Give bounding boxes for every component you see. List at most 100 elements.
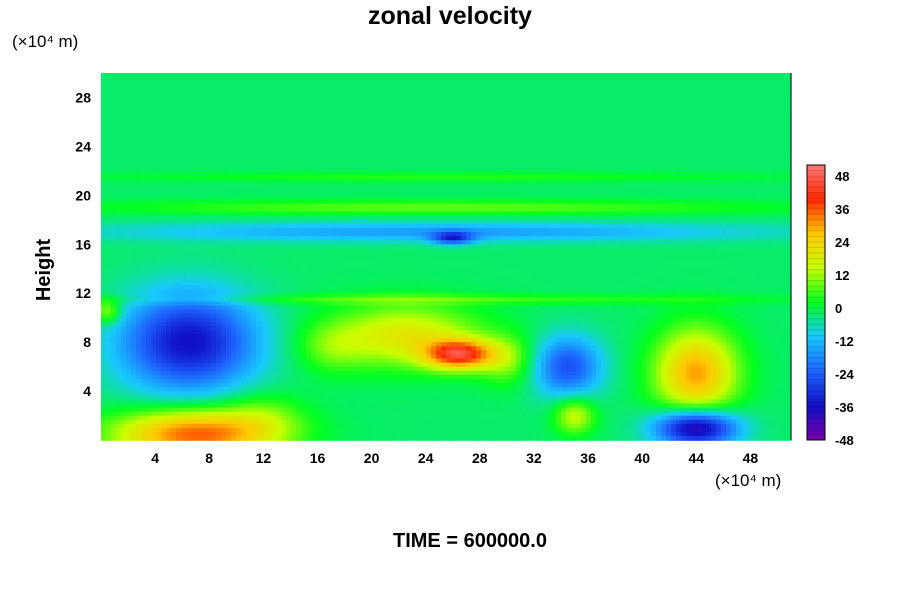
heatmap-cell (411, 154, 417, 160)
heatmap-cell (761, 179, 767, 184)
heatmap-cell (381, 138, 387, 143)
heatmap-cell (611, 126, 617, 131)
heatmap-cell (686, 211, 692, 217)
heatmap-cell (336, 73, 342, 78)
heatmap-cell (201, 101, 207, 107)
heatmap-cell (646, 105, 652, 111)
heatmap-cell (456, 105, 462, 111)
heatmap-cell (536, 166, 542, 172)
heatmap-cell (211, 211, 217, 217)
heatmap-cell (461, 187, 467, 192)
heatmap-cell (286, 150, 292, 156)
heatmap-cell (131, 113, 137, 119)
heatmap-cell (216, 207, 222, 213)
heatmap-cell (316, 85, 322, 90)
heatmap-cell (306, 211, 312, 217)
heatmap-cell (376, 130, 382, 135)
heatmap-cell (481, 73, 487, 78)
heatmap-cell (426, 175, 432, 180)
heatmap-cell (251, 93, 257, 99)
heatmap-cell (261, 97, 267, 103)
heatmap-cell (646, 170, 652, 176)
heatmap-cell (161, 162, 167, 168)
heatmap-cell (561, 146, 567, 152)
heatmap-cell (111, 134, 117, 139)
heatmap-cell (201, 166, 207, 172)
heatmap-cell (531, 203, 537, 209)
heatmap-cell (376, 207, 382, 213)
heatmap-cell (126, 203, 132, 209)
heatmap-cell (706, 162, 712, 168)
heatmap-cell (376, 73, 382, 78)
heatmap-cell (171, 166, 177, 172)
heatmap-cell (401, 207, 407, 213)
heatmap-cell (611, 134, 617, 139)
heatmap-cell (536, 113, 542, 119)
heatmap-cell (501, 191, 507, 196)
heatmap-cell (336, 130, 342, 135)
heatmap-cell (341, 142, 347, 148)
heatmap-cell (691, 150, 697, 156)
heatmap-cell (631, 117, 637, 123)
heatmap-cell (606, 105, 612, 111)
heatmap-cell (351, 154, 357, 160)
heatmap-cell (696, 117, 702, 123)
heatmap-cell (121, 101, 127, 107)
heatmap-cell (636, 138, 642, 143)
heatmap-cell (471, 81, 477, 86)
heatmap-cell (401, 101, 407, 107)
heatmap-cell (601, 187, 607, 192)
heatmap-cell (701, 211, 707, 217)
heatmap-cell (596, 130, 602, 135)
heatmap-cell (741, 146, 747, 152)
heatmap-cell (116, 162, 122, 168)
heatmap-cell (291, 150, 297, 156)
heatmap-cell (166, 93, 172, 99)
heatmap-cell (331, 211, 337, 217)
heatmap-cell (476, 146, 482, 152)
heatmap-cell (196, 126, 202, 131)
heatmap-cell (571, 77, 577, 82)
heatmap-cell (526, 93, 532, 99)
heatmap-cell (281, 183, 287, 188)
heatmap-cell (321, 101, 327, 107)
heatmap-cell (281, 121, 287, 127)
heatmap-cell (286, 146, 292, 152)
heatmap-cell (421, 117, 427, 123)
heatmap-cell (566, 73, 572, 78)
heatmap-cell (646, 146, 652, 152)
heatmap-cell (481, 162, 487, 168)
heatmap-cell (591, 105, 597, 111)
heatmap-cell (531, 93, 537, 99)
heatmap-cell (436, 215, 442, 221)
heatmap-cell (271, 138, 277, 143)
heatmap-cell (311, 81, 317, 86)
heatmap-cell (166, 138, 172, 143)
heatmap-cell (456, 211, 462, 217)
heatmap-cell (541, 191, 547, 196)
heatmap-cell (461, 183, 467, 188)
heatmap-cell (631, 113, 637, 119)
heatmap-cell (151, 73, 157, 78)
heatmap-cell (111, 158, 117, 164)
heatmap-cell (341, 179, 347, 184)
heatmap-cell (521, 73, 527, 78)
heatmap-cell (561, 134, 567, 139)
heatmap-cell (406, 81, 412, 86)
heatmap-cell (176, 85, 182, 90)
heatmap-cell (231, 117, 237, 123)
heatmap-cell (786, 203, 792, 209)
heatmap-cell (521, 142, 527, 148)
heatmap-cell (211, 109, 217, 115)
heatmap-cell (221, 215, 227, 221)
heatmap-cell (771, 93, 777, 99)
heatmap-cell (541, 105, 547, 111)
heatmap-cell (151, 150, 157, 156)
heatmap-cell (651, 146, 657, 152)
heatmap-cell (771, 179, 777, 184)
heatmap-cell (251, 187, 257, 192)
heatmap-cell (231, 166, 237, 172)
heatmap-cell (731, 187, 737, 192)
heatmap-cell (321, 73, 327, 78)
heatmap-cell (296, 215, 302, 221)
